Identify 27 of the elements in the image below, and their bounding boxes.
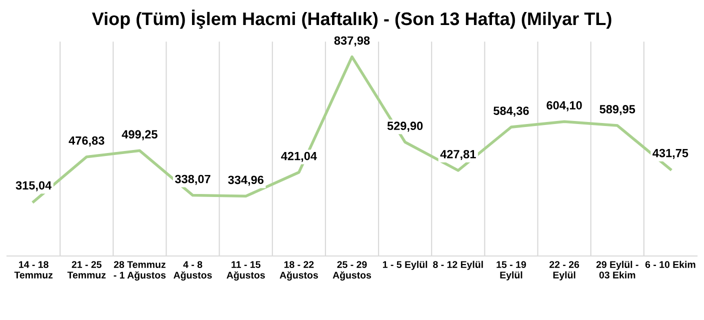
x-tick-label: 8 - 12 Eylül xyxy=(433,260,483,270)
data-label: 589,95 xyxy=(600,105,636,116)
x-tick-label: 22 - 26 Eylül xyxy=(549,261,580,280)
data-label: 837,98 xyxy=(334,36,370,46)
data-label: 427,81 xyxy=(440,150,476,160)
x-tick-label: 14 - 18 Temmuz xyxy=(14,261,53,278)
data-label: 529,90 xyxy=(387,122,423,132)
x-tick-label: 6 - 10 Ekim xyxy=(645,260,696,268)
x-tick-label: 4 - 8 Ağustos xyxy=(174,261,212,281)
x-tick-label: 11 - 15 Ağustos xyxy=(226,261,265,281)
data-label: 334,96 xyxy=(228,176,264,186)
x-tick-label: 18 - 22 Ağustos xyxy=(280,261,318,281)
chart-title: Viop (Tüm) İşlem Hacmi (Haftalık) - (Son 13 Hafta) (Milyar TL) xyxy=(92,10,612,29)
data-label: 476,83 xyxy=(68,136,104,146)
x-tick-label: 29 Eylül - 03 Ekim xyxy=(596,260,638,278)
x-tick-label: 1 - 5 Eylül xyxy=(382,260,428,270)
data-label: 604,10 xyxy=(546,101,582,112)
data-label: 584,36 xyxy=(494,106,529,117)
x-tick-label: 15 - 19 Eylül xyxy=(496,261,526,280)
data-label: 338,07 xyxy=(175,174,210,185)
data-label: 499,25 xyxy=(122,130,158,140)
data-label: 315,04 xyxy=(16,181,52,192)
x-tick-label: 21 - 25 Temmuz xyxy=(67,261,106,278)
data-label: 421,04 xyxy=(281,152,317,162)
x-tick-label: 25 - 29 Ağustos xyxy=(332,261,372,281)
data-label: 431,75 xyxy=(652,148,688,159)
x-tick-label: 28 Temmuz - 1 Ağustos xyxy=(114,261,166,281)
